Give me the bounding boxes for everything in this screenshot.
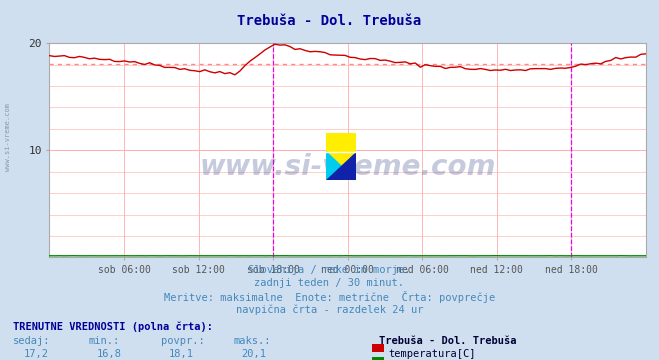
Text: maks.:: maks.: (234, 336, 272, 346)
Text: 18,1: 18,1 (169, 349, 194, 359)
Text: Trebuša - Dol. Trebuša: Trebuša - Dol. Trebuša (379, 336, 517, 346)
Polygon shape (326, 152, 356, 180)
Text: Meritve: maksimalne  Enote: metrične  Črta: povprečje: Meritve: maksimalne Enote: metrične Črta… (164, 291, 495, 303)
Text: Slovenija / reke in morje.: Slovenija / reke in morje. (248, 265, 411, 275)
Text: zadnji teden / 30 minut.: zadnji teden / 30 minut. (254, 278, 405, 288)
Text: povpr.:: povpr.: (161, 336, 205, 346)
Text: www.si-vreme.com: www.si-vreme.com (200, 153, 496, 181)
Polygon shape (326, 152, 356, 180)
Text: min.:: min.: (89, 336, 120, 346)
Text: www.si-vreme.com: www.si-vreme.com (5, 103, 11, 171)
Text: Trebuša - Dol. Trebuša: Trebuša - Dol. Trebuša (237, 14, 422, 28)
Text: navpična črta - razdelek 24 ur: navpična črta - razdelek 24 ur (236, 305, 423, 315)
Text: 20,1: 20,1 (241, 349, 266, 359)
Text: 17,2: 17,2 (24, 349, 49, 359)
Text: temperatura[C]: temperatura[C] (389, 349, 476, 359)
Text: TRENUTNE VREDNOSTI (polna črta):: TRENUTNE VREDNOSTI (polna črta): (13, 321, 213, 332)
Text: 16,8: 16,8 (96, 349, 121, 359)
Text: sedaj:: sedaj: (13, 336, 51, 346)
